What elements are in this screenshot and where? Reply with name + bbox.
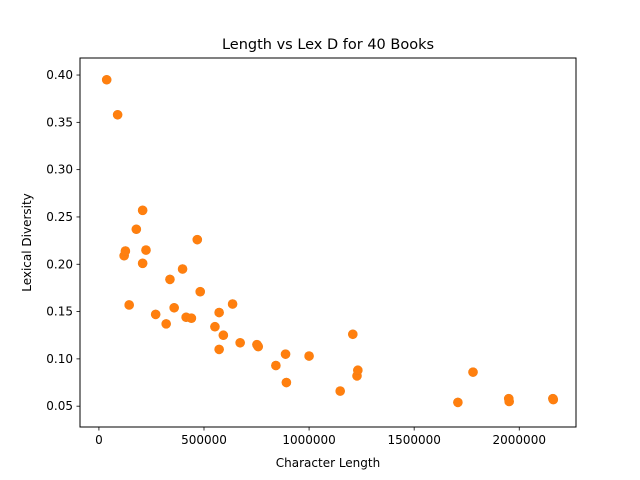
data-point-5 xyxy=(131,224,142,235)
data-point-35 xyxy=(468,367,478,377)
data-point-30 xyxy=(335,386,345,396)
x-axis: 0 500000 1000000 1500000 2000000 xyxy=(95,427,546,447)
data-point-19 xyxy=(214,344,224,355)
data-point-26 xyxy=(271,360,281,371)
data-point-13 xyxy=(177,264,188,274)
data-point-8 xyxy=(141,245,151,255)
data-point-39 xyxy=(548,394,559,405)
x-tick-label-3: 1500000 xyxy=(387,433,440,447)
data-point-3 xyxy=(120,246,131,256)
axes-frame xyxy=(79,57,577,428)
data-point-34 xyxy=(453,397,463,408)
data-point-21 xyxy=(218,330,229,341)
y-tick-label-4: 0.25 xyxy=(46,210,73,224)
data-point-23 xyxy=(235,337,245,348)
data-point-17 xyxy=(195,286,206,297)
data-point-31 xyxy=(348,329,358,340)
y-axis-label: Lexical Diversity xyxy=(20,193,34,292)
x-tick-label-1: 500000 xyxy=(181,433,227,447)
data-point-6 xyxy=(137,205,148,216)
x-axis-label: Character Length xyxy=(276,456,380,470)
data-point-28 xyxy=(281,377,292,388)
y-tick-label-7: 0.40 xyxy=(46,68,73,82)
data-point-37 xyxy=(504,396,514,407)
y-axis: 0.05 0.10 0.15 0.20 0.25 0.30 0.35 0.40 xyxy=(46,68,80,413)
plot-area xyxy=(101,74,559,408)
data-point-18 xyxy=(210,321,220,332)
y-tick-label-2: 0.15 xyxy=(46,305,73,319)
data-point-11 xyxy=(165,274,175,285)
data-point-22 xyxy=(227,299,238,309)
data-point-12 xyxy=(169,302,179,313)
data-point-10 xyxy=(161,319,171,329)
data-point-27 xyxy=(280,349,291,359)
data-point-15 xyxy=(186,313,197,323)
y-tick-label-0: 0.05 xyxy=(46,399,73,413)
x-tick-label-4: 2000000 xyxy=(493,433,546,447)
data-point-29 xyxy=(304,351,314,361)
data-point-20 xyxy=(214,307,224,318)
chart-title: Length vs Lex D for 40 Books xyxy=(222,37,434,53)
data-point-0 xyxy=(101,74,112,85)
data-point-7 xyxy=(137,258,148,269)
y-tick-label-3: 0.20 xyxy=(46,257,73,271)
y-tick-label-5: 0.30 xyxy=(46,163,73,177)
x-tick-label-2: 1000000 xyxy=(282,433,335,447)
data-point-9 xyxy=(150,309,161,320)
data-point-4 xyxy=(124,300,134,310)
data-point-25 xyxy=(253,341,264,352)
x-tick-label-0: 0 xyxy=(95,433,103,447)
y-tick-label-6: 0.35 xyxy=(46,115,73,129)
data-point-16 xyxy=(192,234,203,245)
data-point-33 xyxy=(353,365,363,376)
y-tick-label-1: 0.10 xyxy=(46,352,73,366)
data-point-1 xyxy=(112,109,123,120)
